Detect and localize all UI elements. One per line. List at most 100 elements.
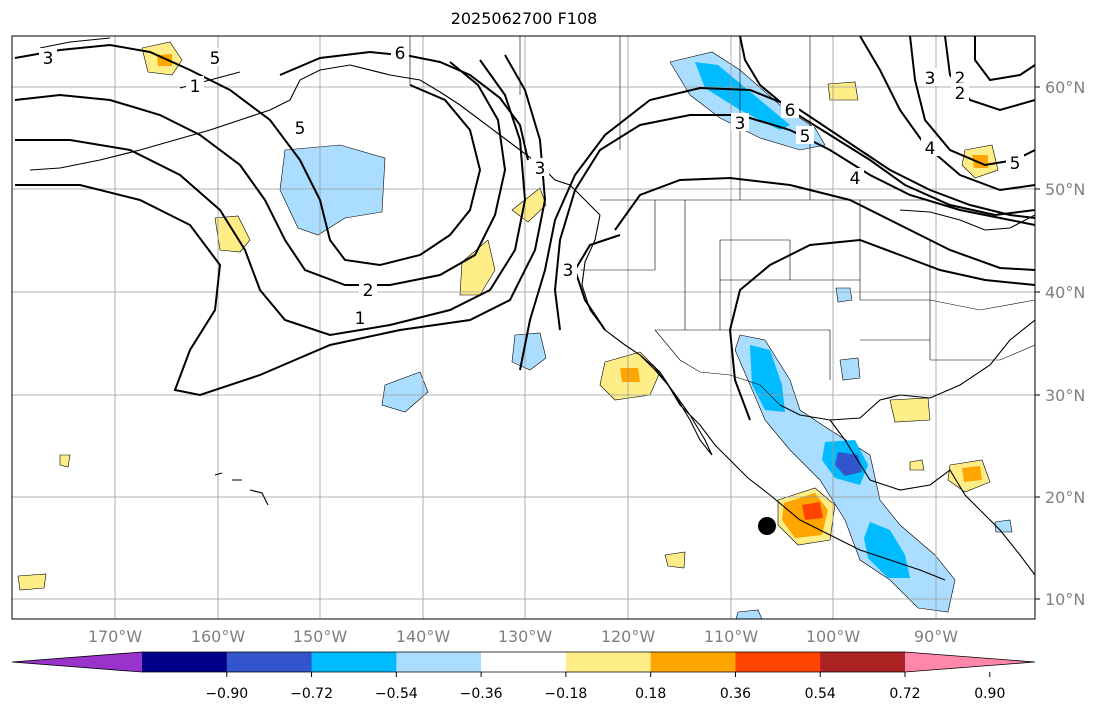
contour-line <box>14 61 507 286</box>
contour-line <box>14 43 482 267</box>
anomaly-light-blue <box>511 332 547 371</box>
lat-label: 10°N <box>1045 590 1085 609</box>
coastline-yucatan <box>829 419 1035 576</box>
anomaly-yellow <box>17 573 47 591</box>
lat-label: 60°N <box>1045 78 1085 97</box>
anomaly-light-blue <box>835 287 853 303</box>
anomaly-orange <box>962 466 982 482</box>
colorbar-segment <box>565 652 652 672</box>
colorbar-segment <box>142 652 228 672</box>
lat-label: 20°N <box>1045 488 1085 507</box>
anomaly-light-blue <box>381 371 429 413</box>
contour-line <box>614 176 1035 271</box>
colorbar-segment <box>311 652 397 672</box>
contour-label: 1 <box>190 77 201 97</box>
contour-line <box>519 86 1035 371</box>
contour-label: 2 <box>955 84 966 104</box>
colorbar-segment <box>735 652 821 672</box>
contour-label: 2 <box>955 69 966 89</box>
colorbar-tick-label: 0.36 <box>720 686 751 702</box>
contour-label: 2 <box>363 281 374 301</box>
contour-line <box>15 54 547 397</box>
anomaly-red <box>802 502 823 520</box>
contour-line <box>279 50 529 161</box>
anomaly-yellow <box>511 187 547 223</box>
anomaly-blue <box>835 452 862 476</box>
contour-label: 6 <box>395 44 406 64</box>
anomaly-cyan <box>695 62 790 130</box>
colorbar-tick-label: −0.36 <box>460 686 503 702</box>
colorbar-tick-label: −0.54 <box>375 686 418 702</box>
contour-label: 5 <box>295 119 306 139</box>
colorbar-tick-label: 0.54 <box>805 686 836 702</box>
political-borders <box>409 36 1035 406</box>
contour-line <box>15 59 527 337</box>
location-marker <box>758 517 776 535</box>
map-title: 2025062700 F108 <box>450 9 598 28</box>
colorbar-segment <box>226 652 313 672</box>
lon-label: 110°W <box>704 627 759 646</box>
hawaii <box>214 472 269 506</box>
latitude-labels: 60°N 50°N 40°N 30°N 20°N 10°N <box>1035 78 1085 609</box>
map-frame <box>11 35 1036 620</box>
colorbar-segment <box>481 652 567 672</box>
lon-label: 90°W <box>914 627 958 646</box>
contour-label: 6 <box>785 101 796 121</box>
coastline-gulf <box>779 319 1035 421</box>
contour-label: 4 <box>925 139 936 159</box>
coastline-baja <box>639 354 713 456</box>
anomaly-light-blue <box>279 144 386 236</box>
contour-label: 3 <box>535 159 546 179</box>
anomaly-orange <box>620 368 640 382</box>
contour-label: 3 <box>43 49 54 69</box>
lon-label: 140°W <box>396 627 451 646</box>
anomaly-yellow <box>59 454 71 468</box>
contour-label: 3 <box>563 261 574 281</box>
colorbar-extend-low <box>12 652 142 672</box>
coastline-hudson <box>899 209 1035 231</box>
lat-label: 40°N <box>1045 283 1085 302</box>
colorbar <box>11 651 1036 673</box>
contour-line <box>974 36 1035 82</box>
contour-label: 1 <box>355 309 366 329</box>
contour-label: 5 <box>210 49 221 69</box>
lon-label: 150°W <box>293 627 348 646</box>
anomaly-light-blue <box>735 609 763 619</box>
contour-label: 3 <box>735 114 746 134</box>
colorbar-tick-label: −0.72 <box>290 686 333 702</box>
contour-label: 5 <box>800 127 811 147</box>
colorbar-tick-label: 0.72 <box>889 686 920 702</box>
anomaly-yellow <box>664 551 686 569</box>
contour-line <box>739 36 1035 217</box>
anomaly-yellow <box>459 239 496 296</box>
lat-label: 30°N <box>1045 386 1085 405</box>
lon-label: 100°W <box>806 627 861 646</box>
shaded-anomalies <box>17 41 1013 619</box>
lon-label: 170°W <box>88 627 143 646</box>
lat-label: 50°N <box>1045 180 1085 199</box>
colorbar-segment <box>396 652 482 672</box>
anomaly-light-blue <box>839 357 861 381</box>
colorbar-tick-label: 0.18 <box>635 686 666 702</box>
anomaly-yellow <box>827 81 859 101</box>
colorbar-segment <box>820 652 906 672</box>
colorbar-tick-label: −0.90 <box>205 686 248 702</box>
contour-line <box>944 36 1035 112</box>
contour-line <box>728 238 1035 421</box>
colorbar-segment <box>650 652 736 672</box>
anomaly-cyan <box>864 522 910 578</box>
anomaly-light-blue <box>994 519 1013 533</box>
colorbar-tick-label: 0.90 <box>974 686 1005 702</box>
colorbar-ticks: −0.90 −0.72 −0.54 −0.36 −0.18 0.18 0.36 0.54 0.7… <box>205 672 1005 702</box>
colorbar-tick-label: −0.18 <box>544 686 587 702</box>
lon-label: 120°W <box>601 627 656 646</box>
anomaly-yellow <box>889 397 931 423</box>
anomaly-yellow <box>909 459 925 471</box>
contour-label: 3 <box>925 69 936 89</box>
colorbar-extend-high <box>905 652 1035 672</box>
lon-label: 160°W <box>191 627 246 646</box>
lon-label: 130°W <box>498 627 553 646</box>
colorbar-outline <box>11 651 1036 673</box>
contour-label-group: 3 5 6 1 2 3 5 2 1 3 6 5 4 3 2 4 5 3 <box>39 43 1024 329</box>
longitude-labels: 170°W 160°W 150°W 140°W 130°W 120°W 110°… <box>88 627 958 646</box>
